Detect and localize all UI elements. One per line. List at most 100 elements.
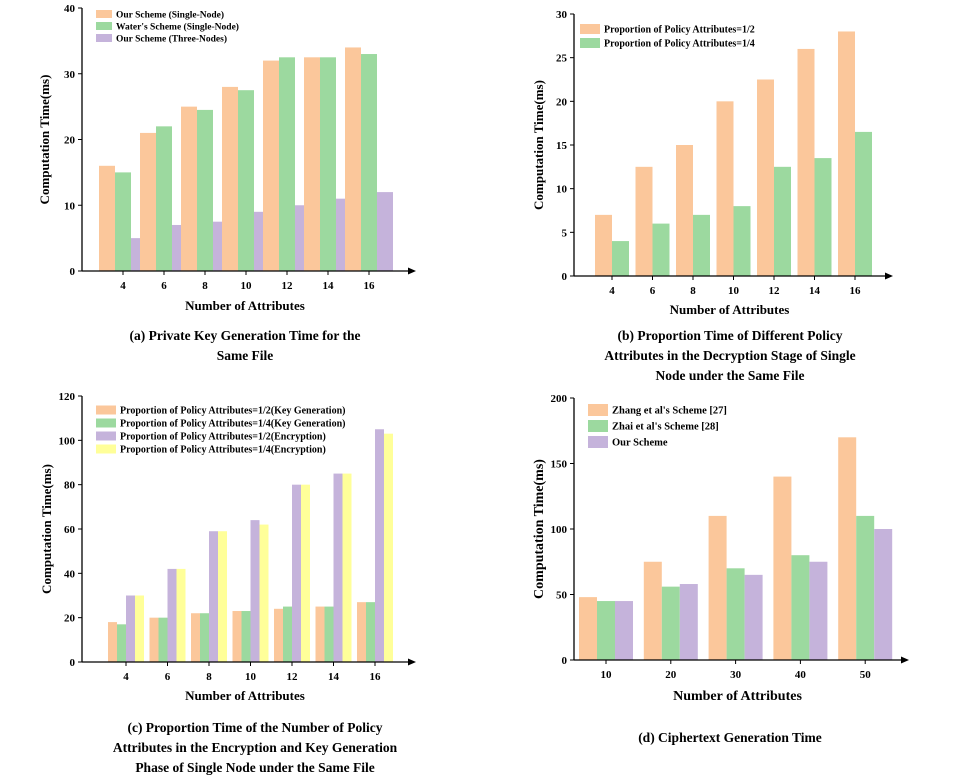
- bar-c-s0-6: [149, 617, 159, 662]
- y-tick-label-b-25: 25: [556, 53, 568, 65]
- x-tick-label-a-14: 14: [323, 280, 335, 292]
- bar-b-s0-6: [635, 166, 653, 276]
- bar-d-s2-40: [809, 561, 828, 660]
- legend-swatch-c-2: [96, 431, 116, 441]
- bar-d-s1-10: [597, 601, 615, 660]
- bar-c-s3-12: [301, 484, 310, 662]
- bar-b-s1-8: [693, 214, 710, 276]
- y-tick-label-c-100: 100: [59, 435, 76, 447]
- x-tick-label-b-10: 10: [728, 285, 740, 297]
- x-tick-label-c-8: 8: [206, 671, 212, 683]
- bar-a-s1-12: [279, 57, 295, 272]
- bar-a-s1-6: [156, 126, 172, 271]
- bar-a-s0-14: [304, 57, 320, 272]
- y-tick-label-d-0: 0: [562, 655, 568, 667]
- bar-d-s2-50: [874, 529, 893, 660]
- legend-label-c-0: Proportion of Policy Attributes=1/2(Key …: [120, 406, 345, 417]
- y-tick-label-a-30: 30: [64, 69, 76, 81]
- bar-c-s1-10: [241, 611, 251, 662]
- bar-a-s1-16: [361, 54, 377, 271]
- legend-label-b-0: Proportion of Policy Attributes=1/2: [604, 25, 755, 36]
- bar-c-s1-6: [158, 617, 168, 662]
- bar-b-s0-4: [595, 214, 612, 276]
- x-tick-label-c-6: 6: [165, 671, 171, 683]
- legend-swatch-a-1: [96, 22, 112, 30]
- bar-c-s0-16: [357, 602, 366, 662]
- x-axis-arrow-a: [408, 267, 416, 275]
- legend-label-d-0: Zhang et al's Scheme [27]: [612, 406, 727, 417]
- bar-a-s0-4: [99, 165, 115, 271]
- caption-b: (b) Proportion Time of Different Policy …: [604, 328, 856, 383]
- y-tick-label-d-50: 50: [556, 590, 568, 602]
- y-tick-label-c-0: 0: [70, 657, 76, 669]
- legend-swatch-d-1: [588, 420, 608, 432]
- y-tick-label-b-5: 5: [562, 227, 568, 239]
- y-tick-label-b-20: 20: [556, 96, 568, 108]
- bar-b-s1-10: [733, 206, 751, 276]
- bar-b-s1-4: [612, 241, 629, 276]
- bar-c-s0-12: [274, 608, 283, 662]
- bar-b-s0-10: [716, 101, 734, 276]
- legend-swatch-b-1: [580, 38, 600, 48]
- bar-c-s0-14: [315, 606, 325, 662]
- legend-label-c-2: Proportion of Policy Attributes=1/2(Encr…: [120, 432, 326, 443]
- bar-c-s3-4: [135, 595, 144, 662]
- y-axis-label-c: Computation Time(ms): [39, 464, 54, 594]
- bar-d-s0-50: [838, 437, 857, 660]
- y-tick-label-b-10: 10: [556, 184, 568, 196]
- x-tick-label-a-6: 6: [161, 280, 167, 292]
- legend-label-c-3: Proportion of Policy Attributes=1/4(Encr…: [120, 445, 326, 456]
- x-tick-label-b-4: 4: [609, 285, 615, 297]
- bar-d-s0-40: [773, 476, 792, 660]
- x-tick-label-d-20: 20: [665, 669, 677, 681]
- bar-a-s0-8: [181, 106, 197, 272]
- bar-d-s1-30: [726, 568, 745, 660]
- x-tick-label-c-12: 12: [287, 671, 299, 683]
- x-axis-label-d: Number of Attributes: [673, 689, 802, 704]
- legend-swatch-a-0: [96, 10, 112, 18]
- y-tick-label-b-0: 0: [562, 271, 568, 283]
- bar-c-s3-10: [259, 524, 269, 662]
- bar-a-s1-4: [115, 172, 131, 272]
- bar-b-s1-16: [855, 131, 872, 276]
- y-axis-label-b: Computation Time(ms): [531, 80, 546, 210]
- legend-swatch-a-2: [96, 34, 112, 42]
- bar-b-s0-16: [838, 31, 855, 276]
- y-tick-label-c-80: 80: [64, 480, 76, 492]
- bar-a-s2-16: [377, 192, 393, 271]
- x-axis-label-c: Number of Attributes: [185, 688, 305, 703]
- caption-d: (d) Ciphertext Generation Time: [638, 730, 822, 745]
- bar-d-s2-20: [679, 584, 698, 660]
- legend-label-a-1: Water's Scheme (Single-Node): [116, 21, 239, 32]
- bar-c-s1-14: [324, 606, 334, 662]
- bar-c-s3-6: [176, 568, 186, 662]
- bar-d-s0-30: [708, 515, 727, 660]
- x-tick-label-b-16: 16: [850, 285, 862, 297]
- x-axis-arrow-c: [408, 658, 416, 666]
- y-axis-label-d: Computation Time(ms): [532, 459, 547, 599]
- bar-c-s1-4: [117, 624, 126, 662]
- bar-b-s0-8: [676, 145, 693, 276]
- x-tick-label-b-6: 6: [650, 285, 656, 297]
- x-tick-label-b-14: 14: [809, 285, 821, 297]
- x-tick-label-a-16: 16: [364, 280, 376, 292]
- x-tick-label-c-10: 10: [245, 671, 257, 683]
- y-tick-label-c-20: 20: [64, 613, 76, 625]
- bar-c-s2-10: [250, 520, 260, 662]
- y-tick-label-a-20: 20: [64, 135, 76, 147]
- bar-a-s1-8: [197, 109, 213, 271]
- legend-label-d-2: Our Scheme: [612, 438, 668, 449]
- x-tick-label-c-14: 14: [328, 671, 340, 683]
- legend-swatch-c-3: [96, 444, 116, 454]
- bar-d-s1-50: [856, 515, 875, 660]
- bar-c-s1-8: [200, 613, 209, 662]
- bar-b-s1-6: [652, 223, 670, 276]
- x-tick-label-b-12: 12: [769, 285, 781, 297]
- x-axis-label-b: Number of Attributes: [670, 302, 790, 317]
- x-tick-label-d-50: 50: [860, 669, 872, 681]
- chart-d: 0 50 100 150 200 10 20 30 40 50 Number of Attribut…: [532, 393, 909, 704]
- bar-a-s0-12: [263, 60, 279, 271]
- x-axis-label-a: Number of Attributes: [185, 298, 305, 313]
- bar-d-s2-10: [615, 601, 633, 660]
